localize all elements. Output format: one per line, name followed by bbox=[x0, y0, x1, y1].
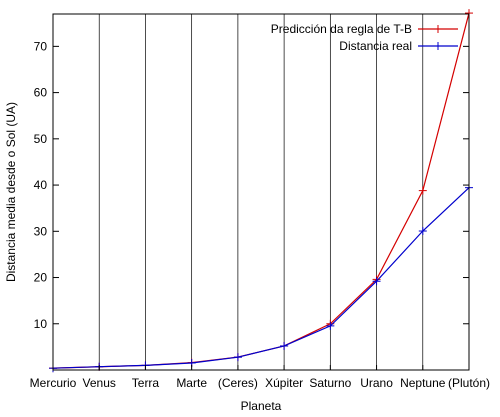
data-point bbox=[326, 321, 335, 330]
y-tick-label: 40 bbox=[34, 178, 48, 192]
data-point bbox=[280, 341, 289, 350]
legend: Predicción da regla de T-B Distancia rea… bbox=[271, 22, 458, 53]
x-tick-label: (Ceres) bbox=[218, 376, 258, 390]
data-point bbox=[233, 353, 242, 362]
legend-swatch-1 bbox=[418, 42, 458, 50]
x-tick-label: Mercurio bbox=[30, 376, 77, 390]
tick-labels: Mercurio Venus Terra Marte (Ceres) Xúpiter Sat… bbox=[30, 39, 490, 390]
y-tick-label: 50 bbox=[34, 132, 48, 146]
x-tick-label: Terra bbox=[132, 376, 160, 390]
plot-frame bbox=[52, 13, 470, 371]
data-point bbox=[372, 277, 381, 286]
axis-ticks bbox=[52, 45, 470, 370]
x-axis-title: Planeta bbox=[241, 399, 282, 413]
data-point bbox=[418, 227, 427, 236]
y-tick-label: 60 bbox=[34, 86, 48, 100]
grid-lines bbox=[52, 14, 470, 370]
legend-label-actual: Distancia real bbox=[339, 39, 412, 53]
data-point bbox=[418, 186, 427, 195]
x-tick-label: Xúpiter bbox=[265, 376, 303, 390]
y-axis-title: Distancia media desde o Sol (UA) bbox=[4, 102, 18, 282]
x-tick-label: Venus bbox=[83, 376, 116, 390]
legend-swatch-0 bbox=[418, 25, 458, 33]
y-tick-label: 70 bbox=[34, 39, 48, 53]
y-tick-label: 30 bbox=[34, 224, 48, 238]
series-line-0 bbox=[52, 12, 470, 369]
y-tick-label: 20 bbox=[34, 271, 48, 285]
x-tick-label: Marte bbox=[176, 376, 207, 390]
x-tick-label: Neptune bbox=[400, 376, 446, 390]
series-lines bbox=[49, 9, 473, 373]
x-tick-label: Saturno bbox=[309, 376, 351, 390]
series-line-1 bbox=[52, 187, 470, 369]
y-tick-label: 10 bbox=[34, 317, 48, 331]
x-tick-label: (Plutón) bbox=[448, 376, 490, 390]
legend-label-predicted: Predicción da regla de T-B bbox=[271, 22, 412, 36]
x-tick-label: Urano bbox=[360, 376, 393, 390]
